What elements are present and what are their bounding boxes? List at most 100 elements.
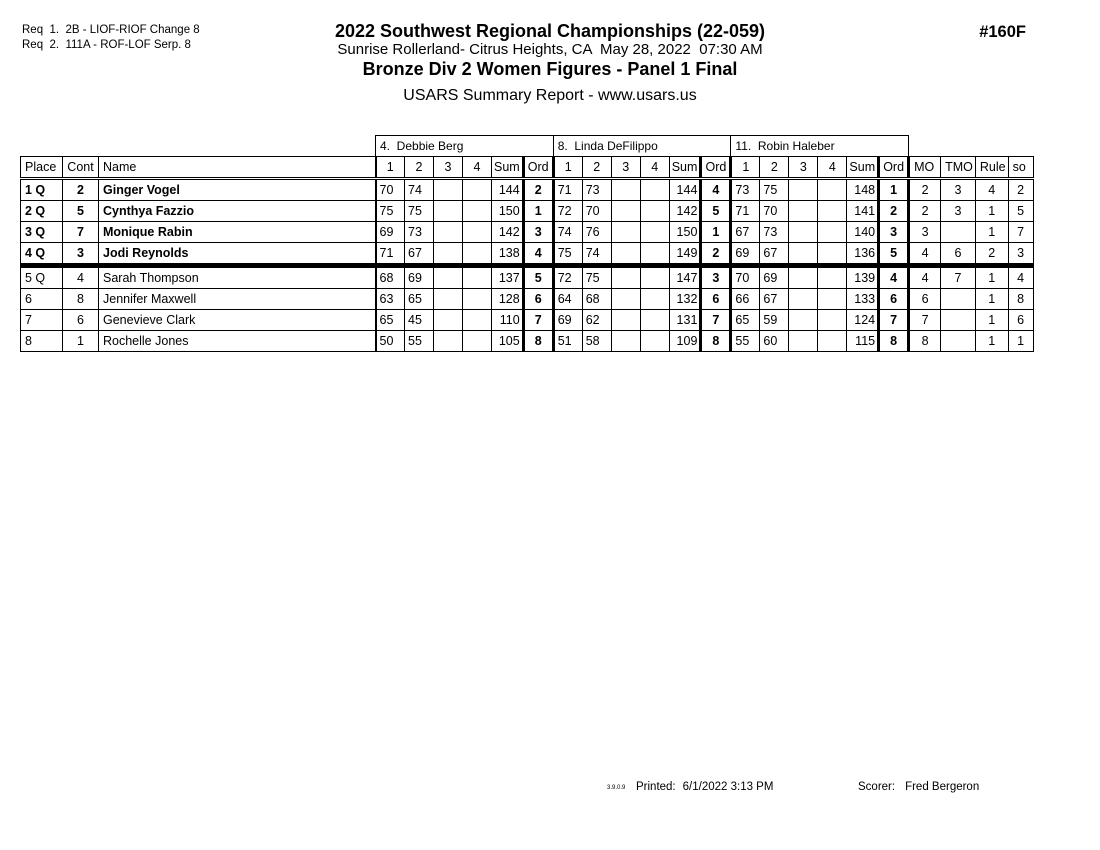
event-number: #160F xyxy=(979,23,1026,41)
score-cell: 74 xyxy=(552,220,583,243)
so-cell: 5 xyxy=(1007,199,1034,222)
req-line-1: Req 1. 2B - LIOF-RIOF Change 8 xyxy=(22,24,200,36)
score-cell: 51 xyxy=(552,329,583,352)
so-cell: 4 xyxy=(1007,262,1034,289)
score-cell xyxy=(639,177,670,201)
ord-cell: 2 xyxy=(877,199,911,222)
tmo-header: TMO xyxy=(940,155,976,180)
score-col-header: 4 xyxy=(639,155,670,180)
score-cell: 69 xyxy=(730,241,761,266)
score-cell xyxy=(433,220,463,243)
score-cell: 67 xyxy=(730,220,761,243)
software-version: 3.9.0.9 xyxy=(607,785,626,791)
cont-cell: 3 xyxy=(62,241,99,266)
sum-cell: 150 xyxy=(668,220,702,243)
score-cell: 65 xyxy=(404,287,434,310)
sum-cell: 140 xyxy=(846,220,880,243)
score-cell: 71 xyxy=(375,241,405,266)
so-header: so xyxy=(1007,155,1034,180)
score-cell xyxy=(788,241,819,266)
score-cell: 75 xyxy=(375,199,405,222)
score-cell xyxy=(610,308,641,331)
score-col-header: 2 xyxy=(759,155,790,180)
ord-header: Ord xyxy=(521,155,555,180)
score-cell xyxy=(462,287,492,310)
ord-cell: 7 xyxy=(699,308,733,331)
score-cell xyxy=(817,308,848,331)
skater-row: 5 Q 4 Sarah Thompson 68 69 137 5 72 75 147 3 70 69 13… xyxy=(20,262,1034,289)
name-cell: Jennifer Maxwell xyxy=(98,287,377,310)
printed-label: Printed: xyxy=(636,781,676,793)
ord-header: Ord xyxy=(699,155,733,180)
score-cell: 55 xyxy=(730,329,761,352)
score-cell xyxy=(610,262,641,289)
score-cell xyxy=(788,177,819,201)
score-cell xyxy=(788,308,819,331)
rule-cell: 1 xyxy=(974,262,1009,289)
place-cell: 5 Q xyxy=(20,262,63,289)
right-spacer-cell xyxy=(909,136,1034,157)
sum-cell: 142 xyxy=(668,199,702,222)
sum-cell: 110 xyxy=(491,308,524,331)
score-cell: 62 xyxy=(581,308,612,331)
ord-cell: 4 xyxy=(877,262,911,289)
score-col-header: 2 xyxy=(404,155,434,180)
tmo-cell: 6 xyxy=(940,241,976,266)
skater-row: 7 6 Genevieve Clark 65 45 110 7 69 62 131 7 65 59 124… xyxy=(20,308,1034,331)
name-cell: Sarah Thompson xyxy=(98,262,377,289)
score-cell: 64 xyxy=(552,287,583,310)
score-col-header: 2 xyxy=(581,155,612,180)
score-cell xyxy=(433,308,463,331)
rule-header: Rule xyxy=(974,155,1009,180)
ord-cell: 1 xyxy=(877,177,911,201)
score-cell: 45 xyxy=(404,308,434,331)
score-cell: 75 xyxy=(552,241,583,266)
score-cell xyxy=(817,329,848,352)
place-cell: 3 Q xyxy=(20,220,63,243)
scorer-info: Scorer: Fred Bergeron xyxy=(858,781,979,793)
mo-header: MO xyxy=(908,155,942,180)
score-cell xyxy=(788,287,819,310)
score-cell: 70 xyxy=(730,262,761,289)
score-cell xyxy=(462,308,492,331)
cont-cell: 2 xyxy=(62,177,99,201)
ord-cell: 2 xyxy=(699,241,733,266)
score-cell: 72 xyxy=(552,199,583,222)
cont-header: Cont xyxy=(62,155,99,180)
column-header-row: Place Cont Name 1 2 3 4 Sum Ord 1 2 3 4 Sum Ord 1 2 3 4 Sum… xyxy=(20,155,1034,180)
tmo-cell xyxy=(940,308,976,331)
sum-cell: 115 xyxy=(846,329,880,352)
score-cell xyxy=(433,262,463,289)
ord-cell: 8 xyxy=(521,329,555,352)
report-type-line: USARS Summary Report - www.usars.us xyxy=(403,87,697,104)
ord-cell: 4 xyxy=(699,177,733,201)
sum-cell: 137 xyxy=(491,262,524,289)
sum-cell: 149 xyxy=(668,241,702,266)
sum-cell: 147 xyxy=(668,262,702,289)
so-cell: 3 xyxy=(1007,241,1034,266)
rule-cell: 1 xyxy=(974,329,1009,352)
ord-cell: 7 xyxy=(521,308,555,331)
mo-cell: 2 xyxy=(908,177,942,201)
sum-cell: 109 xyxy=(668,329,702,352)
ord-cell: 3 xyxy=(877,220,911,243)
place-cell: 8 xyxy=(20,329,63,352)
place-cell: 6 xyxy=(20,287,63,310)
score-cell xyxy=(433,329,463,352)
tmo-cell: 3 xyxy=(940,199,976,222)
judge-name-header: 8. Linda DeFilippo xyxy=(552,135,732,157)
mo-cell: 4 xyxy=(908,241,942,266)
tmo-cell xyxy=(940,329,976,352)
score-cell: 69 xyxy=(552,308,583,331)
ord-cell: 4 xyxy=(521,241,555,266)
score-cell xyxy=(639,262,670,289)
score-col-header: 1 xyxy=(730,155,761,180)
score-cell xyxy=(639,287,670,310)
so-cell: 8 xyxy=(1007,287,1034,310)
results-table-body: 4. Debbie Berg 8. Linda DeFilippo 11. Robi… xyxy=(20,135,1034,352)
skater-row: 8 1 Rochelle Jones 50 55 105 8 51 58 109 8 55 60 115 8… xyxy=(20,329,1034,352)
skater-row: 1 Q 2 Ginger Vogel 70 74 144 2 71 73 144 4 73 75 148 1… xyxy=(20,177,1034,201)
cont-cell: 4 xyxy=(62,262,99,289)
sum-cell: 136 xyxy=(846,241,880,266)
